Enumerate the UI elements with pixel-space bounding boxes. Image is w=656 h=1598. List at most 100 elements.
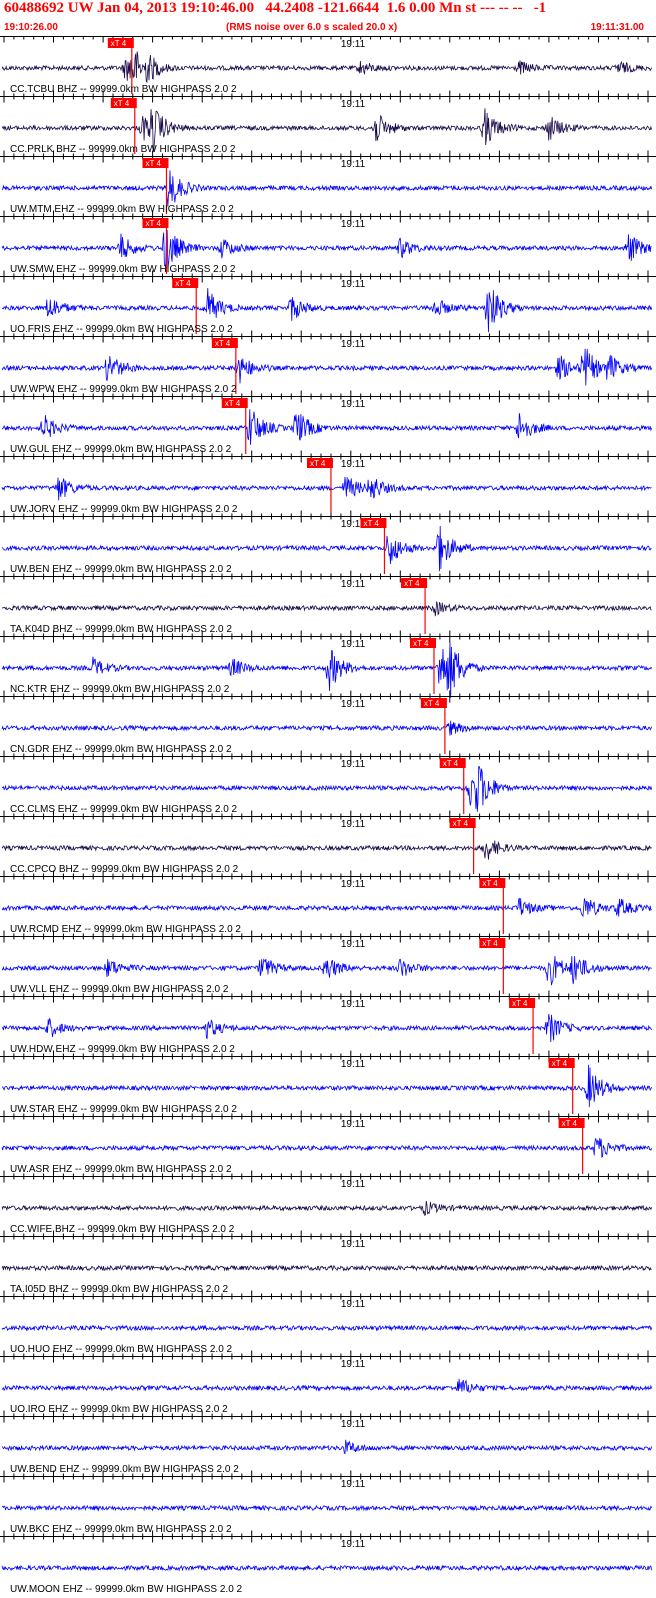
station-label: UW.HDW EHZ -- 99999.0km BW HIGHPASS 2.0 … — [10, 1044, 235, 1055]
station-label: NC.KTR EHZ -- 99999.0km BW HIGHPASS 2.0 … — [10, 684, 230, 695]
station-label: UW.BEND EHZ -- 99999.0km BW HIGHPASS 2.0… — [10, 1464, 239, 1475]
minute-tick-label: 19:11 — [341, 1479, 366, 1490]
waveform-trace — [1, 170, 652, 207]
waveform-trace — [1, 1324, 652, 1332]
station-label: UW.GUL EHZ -- 99999.0km BW HIGHPASS 2.0 … — [10, 444, 232, 455]
trace-panel: 19:11 xT 4 UO.FRIS EHZ -- 99999.0km BW HIG… — [0, 270, 656, 335]
minute-tick-label: 19:11 — [341, 399, 366, 410]
pick-marker-box — [221, 398, 248, 408]
pick-marker-box — [360, 518, 387, 528]
pick-marker-box — [211, 338, 238, 348]
panel-axis-ticks — [3, 1110, 649, 1123]
waveform-trace — [1, 525, 652, 572]
pick-marker-label: xT 4 — [453, 819, 469, 828]
minute-tick-label: 19:11 — [341, 1419, 366, 1430]
station-label: UW.BEN EHZ -- 99999.0km BW HIGHPASS 2.0 … — [10, 564, 232, 575]
panel-axis-ticks — [3, 1410, 649, 1423]
pick-marker-label: xT 4 — [443, 759, 459, 768]
panel-axis-ticks — [3, 1050, 649, 1063]
seismogram-chart: 19:11 xT 4 CC.TCBU BHZ -- 99999.0km BW HIG… — [0, 36, 656, 1595]
minute-tick-label: 19:11 — [341, 759, 366, 770]
pick-marker-box — [548, 1058, 575, 1068]
start-time: 19:10:26.00 — [4, 22, 58, 33]
pick-marker-box — [449, 818, 476, 828]
station-label: UW.MTM EHZ -- 99999.0km BW HIGHPASS 2.0 … — [10, 204, 234, 215]
pick-marker-label: xT 4 — [404, 579, 420, 588]
panel-axis-ticks — [3, 750, 649, 763]
pick-marker-box — [409, 638, 436, 648]
trace-panel: 19:11 UO.HUO EHZ -- 99999.0km BW HIGHPASS… — [0, 1290, 656, 1355]
minute-tick-label: 19:11 — [341, 219, 366, 230]
minute-tick-label: 19:11 — [341, 879, 366, 890]
station-label: UW.WPW EHZ -- 99999.0km BW HIGHPASS 2.0 … — [10, 384, 237, 395]
pick-marker-box — [420, 698, 447, 708]
minute-tick-label: 19:11 — [341, 939, 366, 950]
waveform-trace — [1, 1137, 652, 1159]
minute-tick-label: 19:11 — [341, 1239, 366, 1250]
minute-tick-label: 19:11 — [341, 1059, 366, 1070]
pick-marker-label: xT 4 — [310, 459, 326, 468]
pick-marker-label: xT 4 — [175, 279, 191, 288]
pick-marker-box — [172, 278, 199, 288]
station-label: UW.STAR EHZ -- 99999.0km BW HIGHPASS 2.0… — [10, 1104, 237, 1115]
trace-panel: 19:11 xT 4 UW.GUL EHZ -- 99999.0km BW HIGH… — [0, 390, 656, 455]
panel-axis-ticks — [3, 390, 649, 403]
panel-axis-ticks — [3, 810, 649, 823]
waveform-trace — [1, 409, 652, 445]
trace-panel: 19:11 CC.WIFE BHZ -- 99999.0km BW HIGHPAS… — [0, 1170, 656, 1235]
pick-marker-box — [110, 98, 137, 108]
minute-tick-label: 19:11 — [341, 1119, 366, 1130]
panel-axis-ticks — [3, 1170, 649, 1183]
waveform-trace — [1, 1064, 652, 1108]
pick-marker-label: xT 4 — [215, 339, 231, 348]
trace-panel: 19:11 xT 4 UW.JORV EHZ -- 99999.0km BW HIG… — [0, 450, 656, 515]
trace-panel: 19:11 xT 4 UW.HDW EHZ -- 99999.0km BW HIGH… — [0, 990, 656, 1055]
pick-marker-box — [401, 578, 428, 588]
minute-tick-label: 19:11 — [341, 39, 366, 50]
minute-tick-label: 19:11 — [341, 159, 366, 170]
panel-axis-ticks — [3, 450, 649, 463]
station-label: UO.FRIS EHZ -- 99999.0km BW HIGHPASS 2.0… — [10, 324, 233, 335]
station-label: UW.RCMD EHZ -- 99999.0km BW HIGHPASS 2.0… — [10, 924, 241, 935]
station-label: CC.WIFE BHZ -- 99999.0km BW HIGHPASS 2.0… — [10, 1224, 235, 1235]
station-label: UW.BKC EHZ -- 99999.0km BW HIGHPASS 2.0 … — [10, 1524, 232, 1535]
trace-panel: 19:11 xT 4 CN.GDR EHZ -- 99999.0km BW HIGH… — [0, 690, 656, 755]
pick-marker-label: xT 4 — [562, 1119, 578, 1128]
trace-panel: 19:11 xT 4 TA.K04D BHZ -- 99999.0km BW HIG… — [0, 570, 656, 635]
pick-marker-label: xT 4 — [424, 699, 440, 708]
panel-axis-ticks — [3, 990, 649, 1003]
trace-panel: 19:11 UW.BKC EHZ -- 99999.0km BW HIGHPASS… — [0, 1470, 656, 1535]
waveform-trace — [1, 840, 652, 860]
pick-marker-label: xT 4 — [512, 999, 528, 1008]
pick-marker-box — [509, 998, 536, 1008]
panel-axis-ticks — [3, 150, 649, 163]
minute-tick-label: 19:11 — [341, 1539, 366, 1550]
minute-tick-label: 19:11 — [341, 819, 366, 830]
waveform-trace — [1, 51, 652, 84]
waveform-trace — [1, 1504, 652, 1512]
station-label: CC.TCBU BHZ -- 99999.0km BW HIGHPASS 2.0… — [10, 84, 237, 95]
minute-tick-label: 19:11 — [341, 999, 366, 1010]
pick-marker-label: xT 4 — [413, 639, 429, 648]
trace-panel: 19:11 xT 4 NC.KTR EHZ -- 99999.0km BW HIGH… — [0, 630, 656, 698]
pick-marker-box — [142, 218, 169, 228]
trace-panel: 19:11 xT 4 UW.ASR EHZ -- 99999.0km BW HIGH… — [0, 1110, 656, 1175]
plot-header: 60488692 UW Jan 04, 2013 19:10:46.00 44.… — [0, 0, 656, 36]
waveform-trace — [1, 476, 652, 501]
station-label: UW.VLL EHZ -- 99999.0km BW HIGHPASS 2.0 … — [10, 984, 229, 995]
trace-panel: 19:11 xT 4 CC.TCBU BHZ -- 99999.0km BW HIG… — [0, 36, 656, 95]
waveform-trace — [1, 108, 652, 152]
pick-marker-label: xT 4 — [552, 1059, 568, 1068]
station-label: CC.CLMS EHZ -- 99999.0km BW HIGHPASS 2.0… — [10, 804, 238, 815]
trace-panel: 19:11 xT 4 CC.CPCO BHZ -- 99999.0km BW HIG… — [0, 810, 656, 875]
minute-tick-label: 19:11 — [341, 1179, 366, 1190]
panel-axis-ticks — [3, 270, 649, 283]
panel-axis-ticks — [3, 1470, 649, 1483]
waveform-trace — [1, 1564, 652, 1572]
waveform-trace — [1, 1014, 652, 1043]
panel-axis-ticks — [3, 570, 649, 583]
panel-axis-ticks — [3, 210, 649, 223]
station-label: UW.SMW EHZ -- 99999.0km BW HIGHPASS 2.0 … — [10, 264, 236, 275]
panel-axis-ticks — [3, 870, 649, 883]
